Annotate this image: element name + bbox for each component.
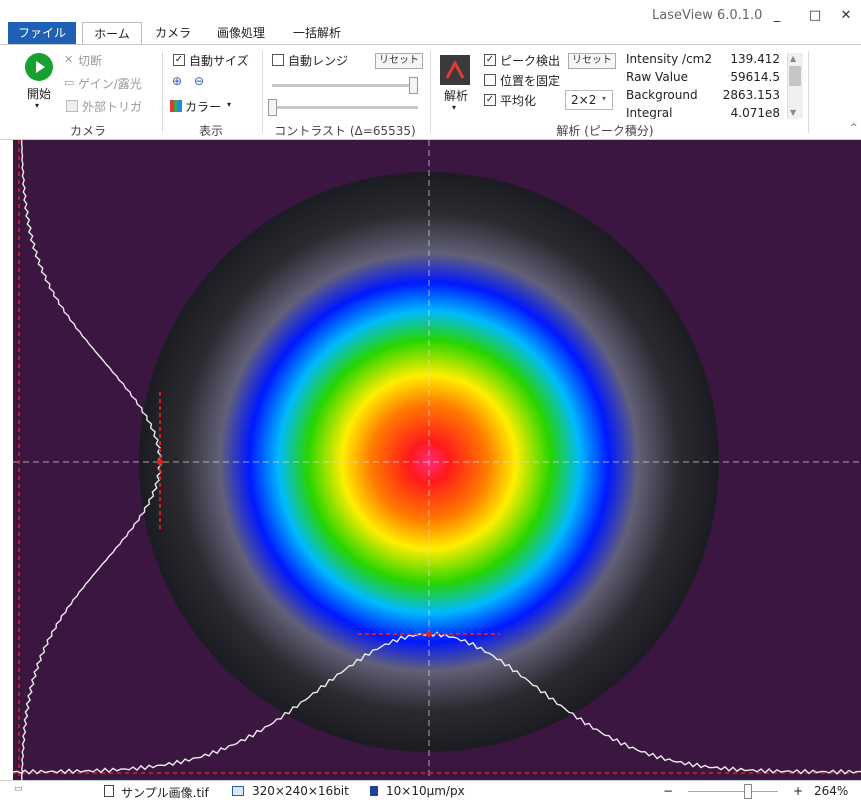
collapse-ribbon-icon[interactable]: ^ (850, 123, 858, 133)
average-select-value: 2×2 (571, 93, 597, 107)
peak-reset-button[interactable]: リセット (568, 53, 616, 69)
start-button-label[interactable]: 開始 (27, 87, 52, 101)
status-bar: ▭ サンプル画像.tif 320×240×16bit 10×10μm/px − … (0, 780, 861, 800)
stat-value: 4.071e8 (730, 106, 780, 119)
stat-value: 2863.153 (722, 88, 780, 102)
chevron-down-icon[interactable]: ▾ (452, 103, 457, 112)
stat-name: Raw Value (626, 70, 689, 84)
fix-position-label: 位置を固定 (500, 74, 561, 88)
analysis-icon[interactable] (440, 55, 470, 85)
file-icon (104, 785, 114, 797)
average-checkbox[interactable]: ✓ (484, 94, 496, 106)
camera-group-label: カメラ (69, 124, 106, 138)
group-divider (808, 51, 809, 133)
display-group-label: 表示 (198, 124, 223, 138)
color-button[interactable]: カラー (185, 100, 222, 114)
zoom-out-button[interactable]: − (663, 784, 674, 798)
analyze-button-label[interactable]: 解析 (444, 89, 469, 103)
tab-batch-analysis[interactable]: 一括解析 (292, 26, 341, 40)
chevron-down-icon[interactable]: ▾ (227, 100, 232, 109)
average-label: 平均化 (500, 94, 537, 108)
tab-image-processing[interactable]: 画像処理 (216, 26, 265, 40)
file-name: サンプル画像.tif (121, 786, 209, 800)
external-trigger-label: 外部トリガ (82, 100, 143, 114)
contrast-reset-button[interactable]: リセット (375, 53, 423, 69)
gain-exposure-button[interactable]: ゲイン/露光 (78, 77, 142, 91)
stat-name: Background (626, 88, 698, 102)
image-size-icon (232, 786, 244, 796)
beam-profile-image (13, 140, 861, 780)
disconnect-icon: ✕ (64, 53, 74, 66)
disconnect-button[interactable]: 切断 (78, 54, 103, 68)
chevron-down-icon[interactable]: ▾ (35, 101, 40, 110)
auto-range-label: 自動レンジ (288, 54, 349, 68)
peak-detect-checkbox[interactable]: ✓ (484, 54, 496, 66)
contrast-min-thumb[interactable] (268, 99, 277, 116)
zoom-level: 264% (814, 784, 849, 798)
horizontal-profile-curve (13, 631, 861, 775)
minimize-button[interactable]: _ (773, 8, 781, 23)
stat-value: 59614.5 (730, 70, 780, 84)
contrast-max-thumb[interactable] (409, 77, 418, 94)
app-title: LaseView 6.0.1.0 (652, 8, 763, 23)
chevron-down-icon: ▾ (602, 94, 607, 103)
pixel-size-icon (370, 786, 378, 796)
group-divider (262, 51, 263, 133)
fix-position-checkbox[interactable] (484, 74, 496, 86)
gain-icon: ▭ (64, 76, 75, 89)
tab-home[interactable]: ホーム (82, 22, 142, 45)
group-divider (430, 51, 431, 133)
tab-camera[interactable]: カメラ (154, 26, 191, 40)
stat-value: 139.412 (730, 52, 780, 66)
analysis-group-label: 解析 (ピーク積分) (556, 124, 654, 138)
title-bar: ファイル ホーム カメラ 画像処理 一括解析 LaseView 6.0.1.0 … (0, 0, 861, 45)
zoom-slider-thumb[interactable] (744, 784, 752, 799)
beam-image-canvas[interactable] (13, 140, 861, 780)
scroll-up-icon[interactable]: ▲ (790, 54, 797, 63)
contrast-group-label: コントラスト (Δ=65535) (274, 124, 416, 138)
zoom-slider[interactable] (688, 791, 778, 792)
auto-size-checkbox[interactable]: ✓ (173, 54, 185, 66)
image-size: 320×240×16bit (252, 784, 349, 798)
zoom-in-button[interactable]: + (793, 784, 804, 798)
tab-file[interactable]: ファイル (8, 22, 76, 44)
average-select[interactable]: 2×2 ▾ (565, 90, 613, 110)
close-button[interactable]: ✕ (840, 8, 852, 23)
external-trigger-checkbox[interactable] (66, 100, 78, 112)
ribbon: 開始 ▾ ✕ 切断 ▭ ゲイン/露光 外部トリガ カメラ ✓ 自動サイズ ⊕ ⊖… (0, 44, 861, 140)
color-palette-icon (170, 100, 182, 112)
camera-status-icon: ▭ (14, 784, 23, 794)
zoom-in-icon[interactable]: ⊕ (172, 74, 183, 88)
contrast-min-slider[interactable] (272, 106, 418, 109)
maximize-button[interactable]: □ (808, 8, 822, 23)
peak-detect-label: ピーク検出 (500, 54, 561, 68)
contrast-max-slider[interactable] (272, 84, 418, 87)
zoom-out-icon[interactable]: ⊖ (194, 74, 205, 88)
stat-name: Integral (626, 106, 673, 119)
pixel-size: 10×10μm/px (386, 784, 465, 798)
auto-size-label: 自動サイズ (189, 54, 249, 68)
scroll-down-icon[interactable]: ▼ (790, 108, 797, 117)
stat-name: Intensity /cm2 (626, 52, 713, 66)
group-divider (162, 51, 163, 133)
auto-range-checkbox[interactable] (272, 54, 284, 66)
horizontal-peak-point (426, 631, 432, 637)
stats-scrollbar-thumb[interactable] (789, 66, 801, 86)
play-icon[interactable] (25, 53, 53, 81)
vertical-peak-point (157, 459, 163, 465)
